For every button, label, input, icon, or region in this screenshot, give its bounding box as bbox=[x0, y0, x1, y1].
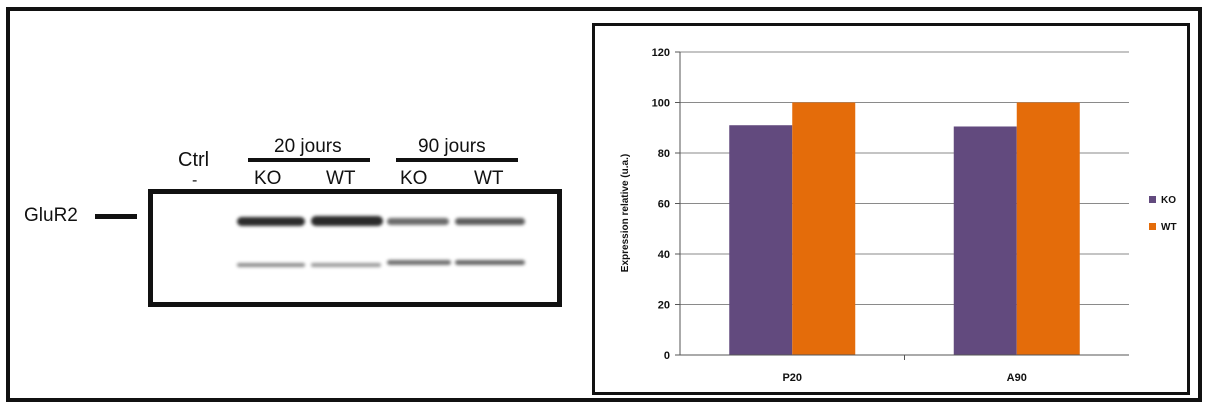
y-tick-label: 120 bbox=[652, 47, 670, 59]
lane-label-ko-20: KO bbox=[254, 168, 282, 189]
band-lower-lane3 bbox=[387, 260, 451, 265]
bar-ko-a90 bbox=[953, 126, 1017, 355]
western-blot-panel: Ctrl - 20 jours 90 jours KO WT KO WT Glu… bbox=[10, 11, 590, 398]
y-axis-label: Expression relative (u.a.) bbox=[620, 154, 631, 272]
y-tick-label: 80 bbox=[658, 148, 670, 160]
group-20-jours-label: 20 jours bbox=[274, 136, 342, 157]
lane-label-wt-90: WT bbox=[474, 168, 504, 189]
legend-label-ko: KO bbox=[1161, 195, 1176, 206]
y-tick-label: 20 bbox=[658, 300, 670, 312]
y-tick-label: 60 bbox=[658, 199, 670, 211]
band-main-lane3 bbox=[387, 218, 449, 225]
bar-chart-panel: 0 20 40 60 80 100 120 P20 A90 KO WT Expression re… bbox=[592, 23, 1190, 395]
bar-wt-p20 bbox=[792, 102, 856, 355]
x-tick-label: A90 bbox=[1007, 372, 1027, 384]
legend-label-wt: WT bbox=[1161, 222, 1177, 233]
bar-chart: 0 20 40 60 80 100 120 P20 A90 KO WT Expression re… bbox=[620, 47, 1177, 384]
gel-image bbox=[148, 189, 562, 307]
band-lower-lane1 bbox=[237, 263, 305, 267]
ctrl-sub-label: - bbox=[192, 172, 198, 189]
group-90-jours-bar bbox=[396, 158, 518, 162]
y-tick-label: 100 bbox=[652, 98, 670, 110]
protein-label: GluR2 bbox=[24, 205, 78, 226]
protein-marker bbox=[95, 214, 137, 219]
group-90-jours-label: 90 jours bbox=[418, 136, 486, 157]
band-lower-lane4 bbox=[455, 260, 525, 265]
ctrl-label: Ctrl bbox=[178, 149, 210, 171]
group-20-jours-bar bbox=[248, 158, 370, 162]
lane-label-ko-90: KO bbox=[400, 168, 428, 189]
figure-frame: Ctrl - 20 jours 90 jours KO WT KO WT Glu… bbox=[6, 7, 1202, 402]
bar-ko-p20 bbox=[729, 125, 793, 355]
band-main-lane1 bbox=[237, 217, 305, 226]
legend-swatch-ko bbox=[1149, 196, 1156, 203]
band-lower-lane2 bbox=[311, 263, 381, 267]
bar-wt-a90 bbox=[1016, 102, 1080, 355]
lane-label-wt-20: WT bbox=[326, 168, 356, 189]
x-tick-label: P20 bbox=[782, 372, 802, 384]
y-tick-label: 0 bbox=[664, 350, 670, 362]
band-main-lane4 bbox=[455, 218, 525, 225]
band-main-lane2 bbox=[311, 216, 383, 226]
legend-swatch-wt bbox=[1149, 223, 1156, 230]
y-tick-label: 40 bbox=[658, 249, 670, 261]
